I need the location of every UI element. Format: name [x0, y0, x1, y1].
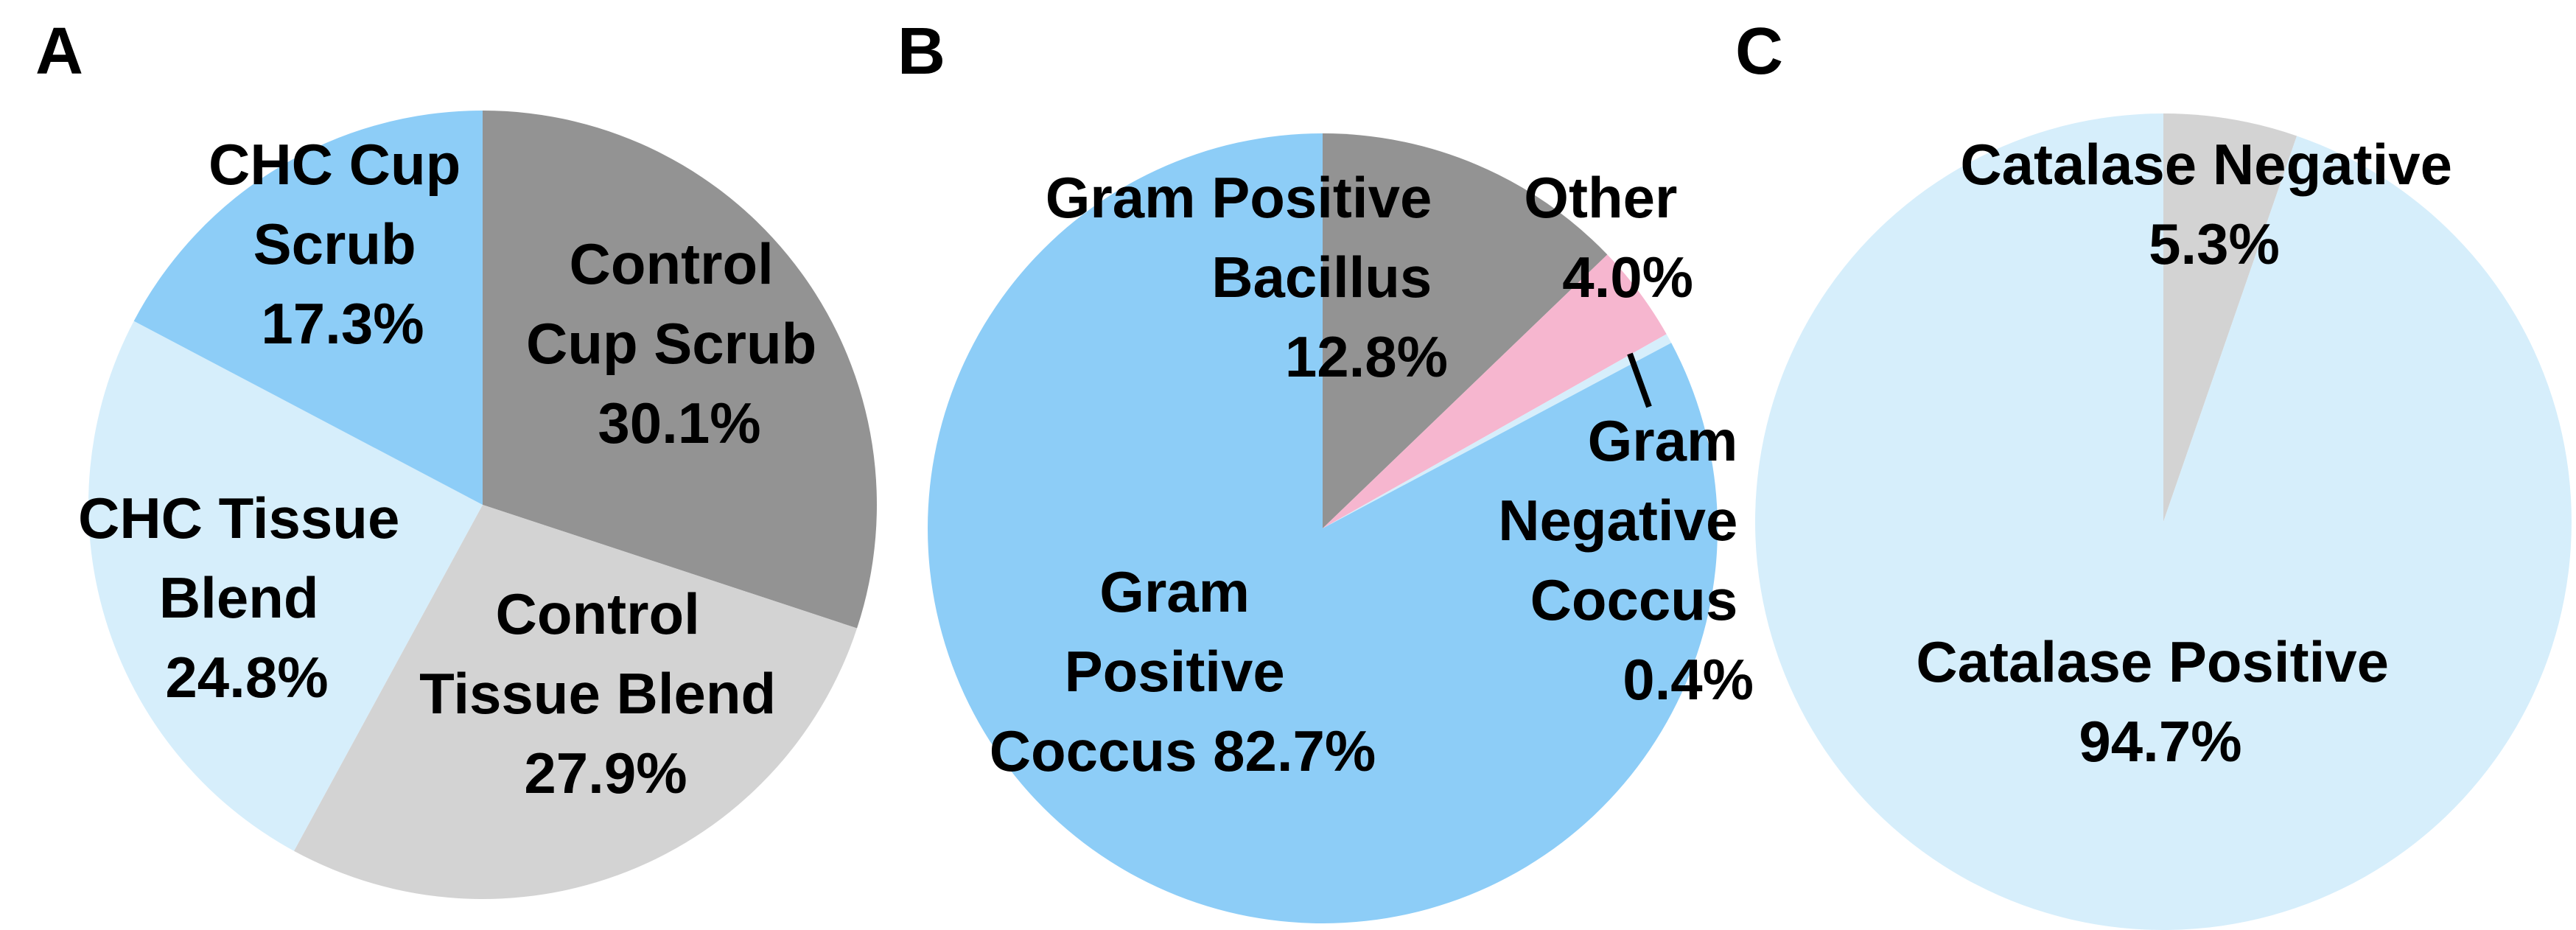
panel-a: A Control Cup Scrub 30.1% Control Tissue…	[35, 15, 877, 899]
panel-a-slice-chc-tissue-blend	[88, 321, 483, 851]
panel-a-slice-control-cup-scrub	[483, 111, 877, 629]
panel-b-labels: Gram Positive Bacillus 12.8% Other 4.0% …	[990, 165, 1754, 783]
panel-a-slice-control-tissue-blend	[293, 505, 858, 899]
panel-b-label-other: Other 4.0%	[1524, 165, 1693, 310]
panel-b-letter: B	[897, 15, 945, 88]
panel-b: B Gram Positive Bacillus 12.8% Other 4.0…	[897, 15, 1754, 923]
panel-c-label-catalase-negative: Catalase Negative 5.3%	[1960, 132, 2468, 276]
panel-c-labels: Catalase Negative 5.3% Catalase Positive…	[1916, 132, 2468, 774]
panel-b-slices	[928, 133, 1718, 923]
panel-b-leader-line	[1627, 352, 1652, 408]
panel-c-slice-catalase-negative	[2163, 113, 2297, 522]
panel-b-slice-other	[1323, 254, 1667, 528]
panel-a-label-control-tissue-blend: Control Tissue Blend 27.9%	[419, 581, 792, 805]
panel-a-letter: A	[35, 15, 83, 88]
panel-c-letter: C	[1735, 15, 1783, 88]
panel-a-slices	[88, 111, 877, 899]
panel-c-label-catalase-positive: Catalase Positive 94.7%	[1916, 629, 2404, 774]
panel-a-label-chc-cup-scrub: CHC Cup Scrub 17.3%	[209, 132, 477, 356]
panel-b-slice-gram-negative-coccus	[1323, 334, 1672, 528]
panel-c-slice-catalase-positive	[1754, 113, 2572, 930]
panel-c-slices	[1754, 113, 2572, 930]
panel-b-label-gram-negative-coccus: Gram Negative Coccus 0.4%	[1498, 408, 1754, 712]
panel-a-label-control-cup-scrub: Control Cup Scrub 30.1%	[526, 231, 833, 455]
panel-b-slice-gram-positive-bacillus	[1323, 133, 1608, 528]
panel-b-slice-gram-positive-coccus	[928, 133, 1718, 923]
panel-a-labels: Control Cup Scrub 30.1% Control Tissue B…	[78, 132, 833, 805]
panel-a-slice-chc-cup-scrub	[133, 111, 483, 505]
panel-b-label-gram-positive-bacillus: Gram Positive Bacillus 12.8%	[1046, 165, 1448, 389]
panel-b-label-gram-positive-coccus: Gram Positive Coccus 82.7%	[990, 559, 1376, 783]
panel-c: C Catalase Negative 5.3% Catalase Positi…	[1735, 15, 2572, 930]
panel-a-label-chc-tissue-blend: CHC Tissue Blend 24.8%	[78, 486, 416, 710]
